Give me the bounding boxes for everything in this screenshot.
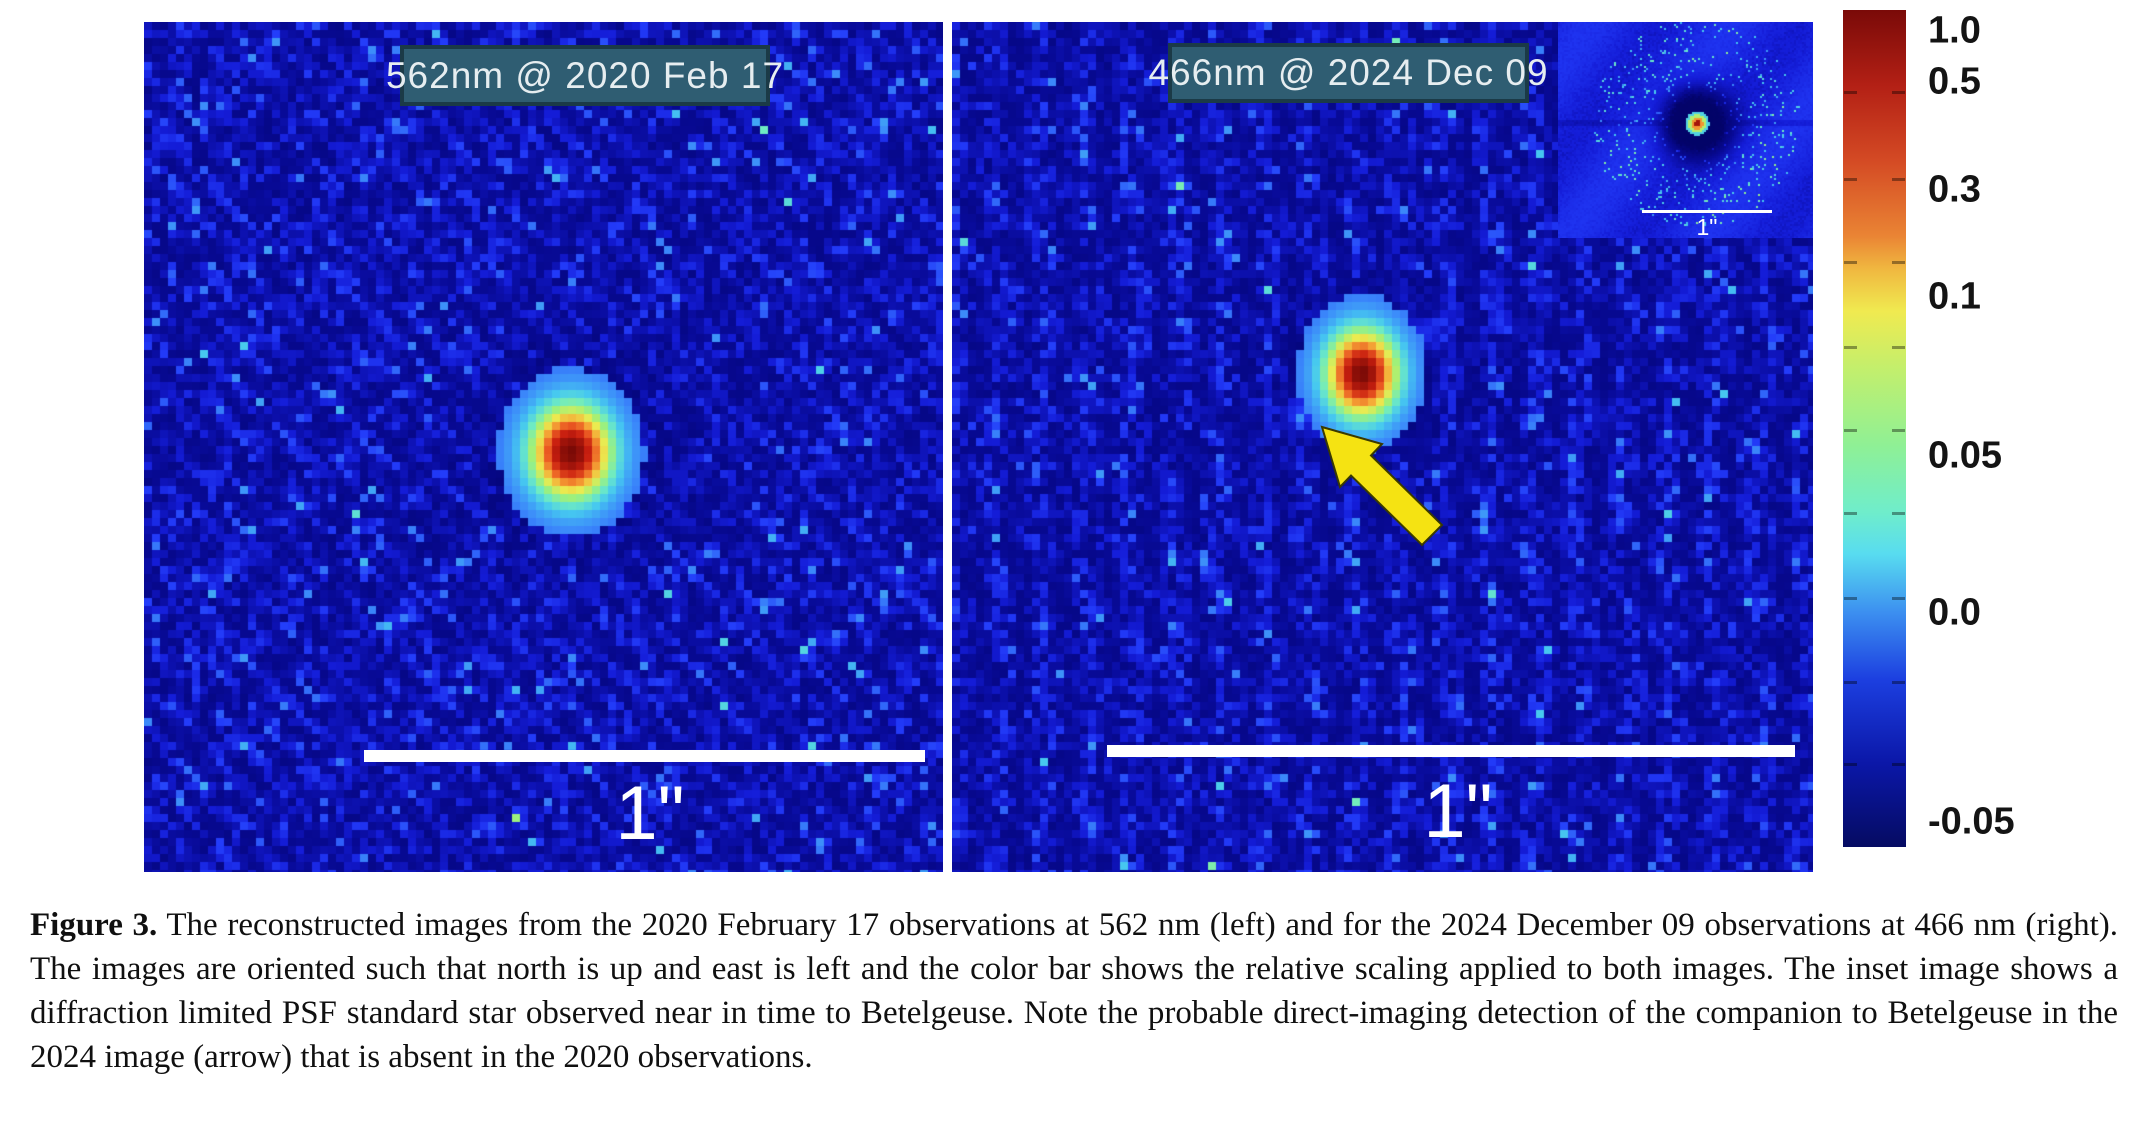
colorbar-tick <box>1844 680 1857 684</box>
colorbar-tick <box>1892 511 1905 515</box>
figure-caption-text: The reconstructed images from the 2020 F… <box>30 907 2118 1075</box>
colorbar-label: 0.1 <box>1928 275 1981 318</box>
colorbar-label: 0.5 <box>1928 60 1981 103</box>
colorbar-tick <box>1892 261 1905 265</box>
colorbar-tick <box>1892 91 1905 95</box>
psf-inset-canvas <box>1558 22 1813 238</box>
psf-inset: 1" <box>1558 22 1813 240</box>
figure-caption-number: Figure 3. <box>30 907 158 943</box>
right-panel-label: 466nm @ 2024 Dec 09 <box>1148 43 1548 103</box>
colorbar-tick <box>1892 680 1905 684</box>
right-scalebar-label: 1" <box>1423 769 1493 854</box>
colorbar-label: -0.05 <box>1928 800 2015 843</box>
right-scalebar <box>1107 745 1795 757</box>
colorbar-tick <box>1892 763 1905 767</box>
left-image-panel: 562nm @ 2020 Feb 17 1" <box>144 22 943 872</box>
colorbar-tick <box>1844 261 1857 265</box>
colorbar-tick <box>1844 596 1857 600</box>
colorbar-tick <box>1892 596 1905 600</box>
right-image-panel: 1" 466nm @ 2024 Dec 09 1" <box>952 22 1813 872</box>
inset-scalebar-label: 1" <box>1696 214 1718 240</box>
colorbar-tick <box>1844 428 1857 432</box>
figure-caption: Figure 3. The reconstructed images from … <box>30 903 2118 1079</box>
left-image-canvas <box>144 22 943 872</box>
left-scalebar-label: 1" <box>615 771 685 856</box>
left-scalebar <box>364 750 925 762</box>
colorbar-tick <box>1892 428 1905 432</box>
colorbar-label: 0.0 <box>1928 591 1981 634</box>
colorbar-label: 0.3 <box>1928 168 1981 211</box>
colorbar-tick <box>1844 763 1857 767</box>
colorbar <box>1843 10 1906 847</box>
inset-scalebar <box>1642 210 1772 213</box>
colorbar-label: 1.0 <box>1928 9 1981 52</box>
colorbar-tick <box>1892 178 1905 182</box>
colorbar-label: 0.05 <box>1928 434 2002 477</box>
colorbar-tick <box>1844 511 1857 515</box>
colorbar-tick <box>1844 178 1857 182</box>
colorbar-tick <box>1892 345 1905 349</box>
left-panel-label: 562nm @ 2020 Feb 17 <box>386 45 783 106</box>
colorbar-tick <box>1844 91 1857 95</box>
colorbar-tick <box>1844 345 1857 349</box>
